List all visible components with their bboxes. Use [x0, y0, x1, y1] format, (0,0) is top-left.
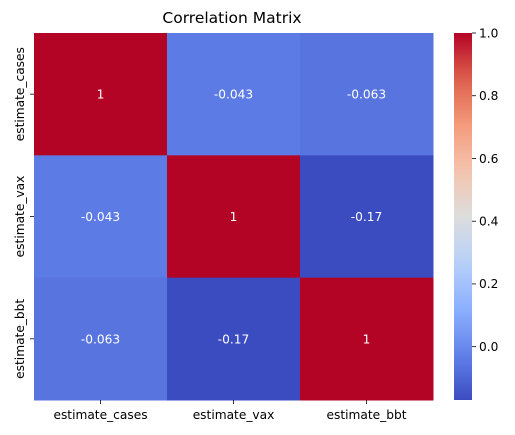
heatmap-cell [167, 33, 301, 156]
cell-annotation: 1 [230, 210, 238, 224]
y-axis: estimate_cases estimate_vax estimate_bbt [13, 47, 34, 379]
heatmap-annotations: 1 -0.043 -0.063 -0.043 1 -0.17 -0.063 -0.17 1 [81, 88, 386, 347]
x-tick-label: estimate_bbt [327, 408, 407, 422]
heatmap-cell [167, 155, 301, 279]
heatmap-cell [300, 277, 434, 401]
x-tick-label: estimate_cases [53, 408, 147, 422]
y-tick-label: estimate_bbt [13, 299, 27, 379]
x-axis: estimate_cases estimate_vax estimate_bbt [53, 400, 407, 422]
colorbar-tick-label: 1.0 [479, 26, 498, 40]
y-tick-label: estimate_cases [13, 47, 27, 141]
chart-title: Correlation Matrix [162, 9, 301, 27]
colorbar-tick-label: 0.6 [479, 152, 498, 166]
colorbar-tick-label: 0.8 [479, 89, 498, 103]
cell-annotation: 1 [97, 88, 105, 102]
cell-annotation: 1 [363, 332, 371, 346]
cell-annotation: -0.043 [81, 210, 120, 224]
heatmap-cell [34, 33, 168, 156]
heatmap-cell [34, 155, 168, 279]
heatmap-cell [34, 277, 168, 401]
cell-annotation: -0.063 [347, 88, 386, 102]
cell-annotation: -0.063 [81, 332, 120, 346]
colorbar: 0.0 0.2 0.4 0.6 0.8 1.0 [454, 26, 499, 400]
colorbar-tick-label: 0.0 [479, 340, 498, 354]
heatmap-cell [167, 277, 301, 401]
colorbar-tick-label: 0.2 [479, 277, 498, 291]
heatmap-cell [300, 33, 434, 156]
colorbar-gradient [454, 33, 472, 400]
cell-annotation: -0.17 [351, 210, 383, 224]
colorbar-tick-label: 0.4 [479, 215, 499, 229]
heatmap-cells [34, 33, 434, 401]
y-tick-label: estimate_vax [13, 176, 27, 258]
cell-annotation: -0.043 [214, 88, 253, 102]
heatmap-cell [300, 155, 434, 279]
cell-annotation: -0.17 [218, 332, 250, 346]
x-tick-label: estimate_vax [193, 408, 275, 422]
